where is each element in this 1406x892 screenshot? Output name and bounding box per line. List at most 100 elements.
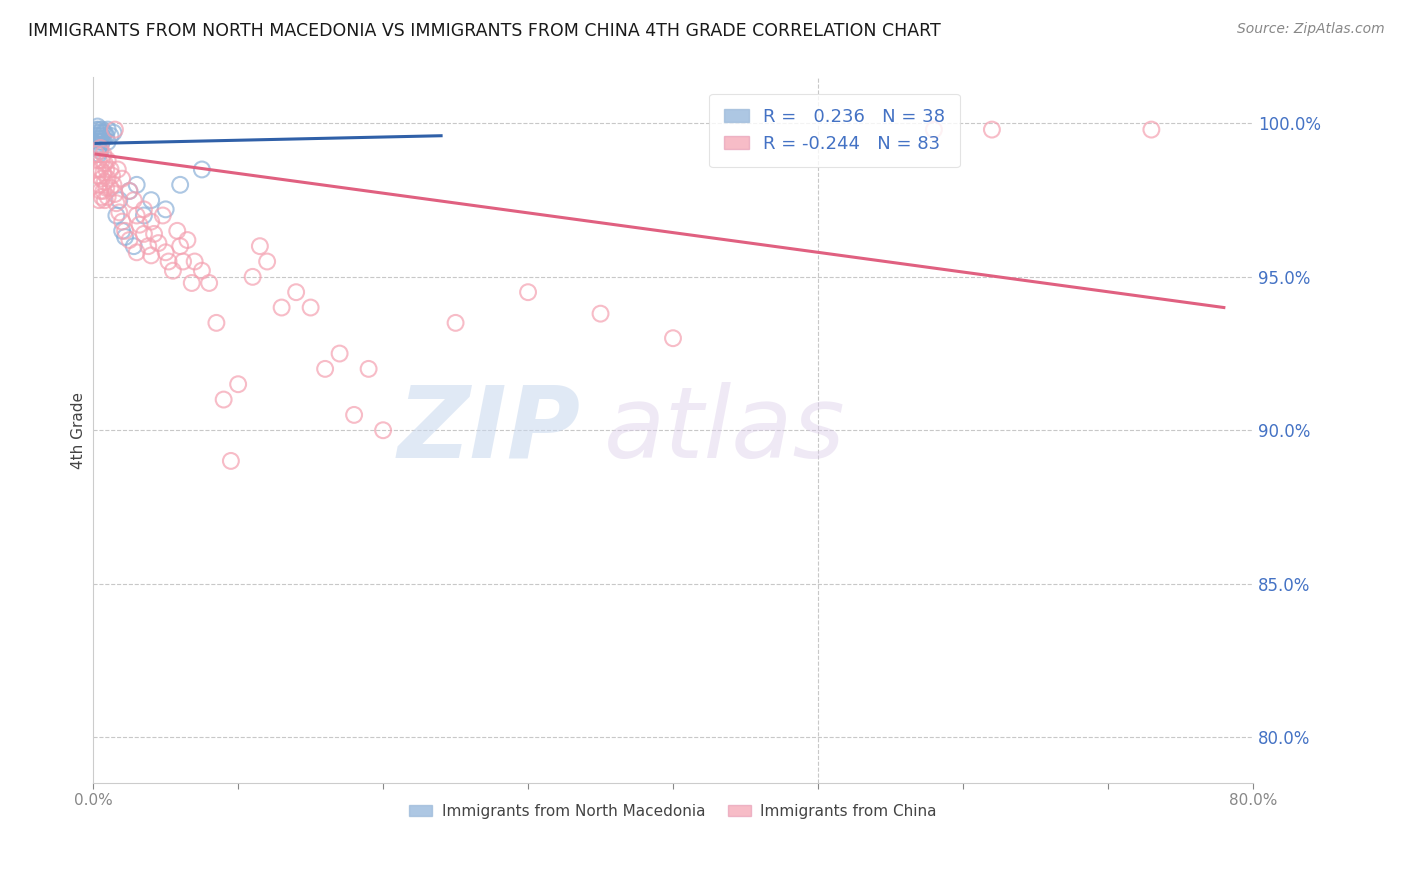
Point	[111, 171, 134, 186]
Text: IMMIGRANTS FROM NORTH MACEDONIA VS IMMIGRANTS FROM CHINA 4TH GRADE CORRELATION C: IMMIGRANTS FROM NORTH MACEDONIA VS IMMIG…	[28, 22, 941, 40]
Y-axis label: 4th Grade: 4th Grade	[72, 392, 86, 468]
Point	[157, 254, 180, 268]
Point	[141, 214, 163, 228]
Point	[662, 331, 685, 345]
Point	[152, 209, 174, 223]
Point	[357, 362, 380, 376]
Point	[219, 454, 242, 468]
Point	[94, 175, 117, 189]
Point	[111, 224, 134, 238]
Point	[96, 162, 118, 177]
Point	[118, 184, 141, 198]
Point	[104, 187, 127, 202]
Point	[87, 147, 110, 161]
Point	[90, 190, 112, 204]
Point	[84, 147, 107, 161]
Point	[100, 181, 122, 195]
Point	[299, 301, 322, 315]
Point	[198, 276, 221, 290]
Point	[86, 120, 108, 134]
Point	[94, 193, 117, 207]
Point	[100, 162, 122, 177]
Point	[108, 193, 131, 207]
Point	[97, 190, 120, 204]
Point	[97, 122, 120, 136]
Point	[87, 193, 110, 207]
Point	[162, 263, 184, 277]
Point	[517, 285, 540, 300]
Point	[86, 132, 108, 146]
Point	[1140, 122, 1163, 136]
Point	[314, 362, 336, 376]
Point	[87, 178, 110, 192]
Point	[101, 169, 124, 183]
Point	[141, 193, 163, 207]
Point	[94, 126, 117, 140]
Point	[249, 239, 271, 253]
Point	[89, 126, 111, 140]
Point	[169, 178, 191, 192]
Text: Source: ZipAtlas.com: Source: ZipAtlas.com	[1237, 22, 1385, 37]
Point	[86, 137, 108, 152]
Point	[105, 196, 128, 211]
Point	[125, 178, 148, 192]
Point	[180, 276, 202, 290]
Point	[103, 178, 125, 192]
Point	[100, 128, 122, 143]
Point	[90, 122, 112, 136]
Point	[371, 423, 394, 437]
Point	[87, 141, 110, 155]
Point	[91, 165, 114, 179]
Point	[87, 128, 110, 143]
Point	[172, 254, 194, 268]
Point	[128, 218, 150, 232]
Point	[176, 233, 198, 247]
Point	[108, 205, 131, 219]
Point	[444, 316, 467, 330]
Point	[94, 156, 117, 170]
Point	[91, 132, 114, 146]
Point	[89, 132, 111, 146]
Point	[96, 181, 118, 195]
Point	[91, 126, 114, 140]
Point	[91, 147, 114, 161]
Point	[922, 122, 945, 136]
Point	[148, 236, 170, 251]
Point	[212, 392, 235, 407]
Point	[155, 202, 177, 217]
Point	[122, 239, 145, 253]
Point	[226, 377, 249, 392]
Point	[118, 233, 141, 247]
Text: ZIP: ZIP	[398, 382, 581, 479]
Point	[132, 202, 155, 217]
Point	[143, 227, 166, 241]
Point	[84, 122, 107, 136]
Point	[97, 135, 120, 149]
Point	[166, 224, 188, 238]
Point	[89, 184, 111, 198]
Point	[103, 126, 125, 140]
Point	[90, 128, 112, 143]
Point	[155, 245, 177, 260]
Point	[141, 248, 163, 262]
Point	[90, 153, 112, 168]
Point	[107, 162, 129, 177]
Point	[87, 135, 110, 149]
Point	[89, 144, 111, 158]
Point	[91, 184, 114, 198]
Point	[90, 135, 112, 149]
Point	[90, 171, 112, 186]
Point	[114, 224, 136, 238]
Point	[329, 346, 352, 360]
Point	[84, 128, 107, 143]
Point	[87, 153, 110, 168]
Point	[89, 141, 111, 155]
Point	[87, 122, 110, 136]
Point	[86, 169, 108, 183]
Point	[86, 162, 108, 177]
Point	[96, 128, 118, 143]
Point	[285, 285, 308, 300]
Point	[97, 153, 120, 168]
Point	[104, 122, 127, 136]
Point	[86, 126, 108, 140]
